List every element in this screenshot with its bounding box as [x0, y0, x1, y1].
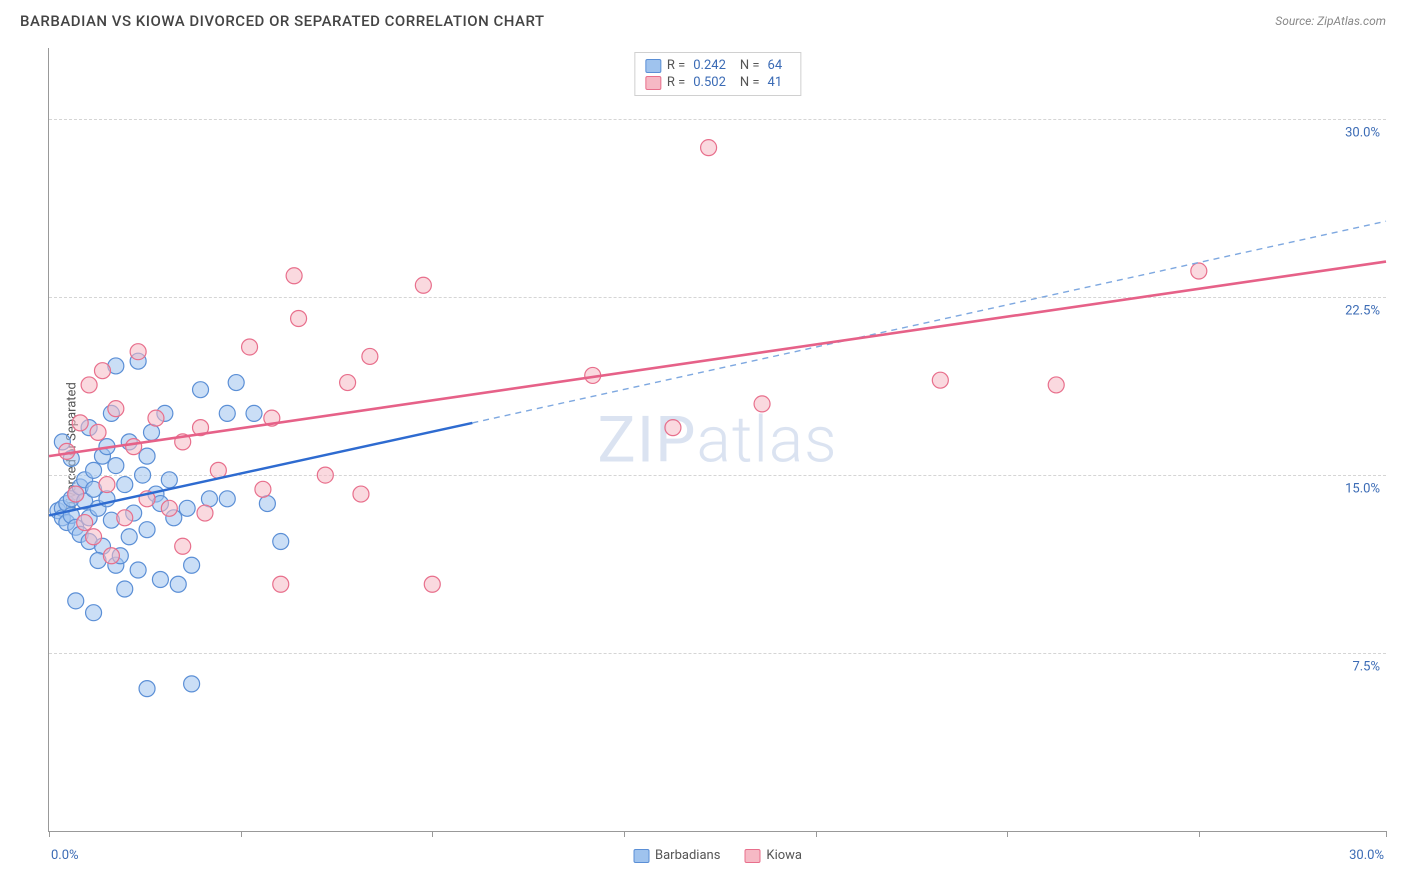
data-point [242, 339, 258, 355]
r-value: 0.502 [693, 75, 726, 90]
data-point [665, 420, 681, 436]
data-point [701, 140, 717, 156]
data-point [139, 448, 155, 464]
n-label: N = [740, 75, 760, 90]
data-point [86, 605, 102, 621]
data-point [175, 538, 191, 554]
r-value: 0.242 [693, 58, 726, 73]
x-tick [1386, 831, 1387, 837]
data-point [184, 557, 200, 573]
data-point [121, 529, 137, 545]
data-point [161, 500, 177, 516]
data-point [291, 310, 307, 326]
data-point [228, 375, 244, 391]
chart-header: BARBADIAN VS KIOWA DIVORCED OR SEPARATED… [0, 0, 1406, 38]
data-point [424, 576, 440, 592]
x-tick [432, 831, 433, 837]
data-point [139, 681, 155, 697]
data-point [219, 491, 235, 507]
data-point [193, 382, 209, 398]
data-point [130, 562, 146, 578]
data-point [86, 462, 102, 478]
legend-item-barbadians: Barbadians [633, 848, 720, 863]
data-point [130, 344, 146, 360]
data-point [201, 491, 217, 507]
data-point [932, 372, 948, 388]
x-tick [1199, 831, 1200, 837]
data-point [1191, 263, 1207, 279]
chart-plot-area: ZIPatlas 7.5%15.0%22.5%30.0% R = 0.242 N… [48, 48, 1386, 832]
data-point [161, 472, 177, 488]
r-label: R = [667, 75, 685, 90]
data-point [259, 496, 275, 512]
data-point [86, 529, 102, 545]
n-value: 64 [768, 58, 783, 73]
data-point [754, 396, 770, 412]
data-point [273, 576, 289, 592]
data-point [108, 401, 124, 417]
r-label: R = [667, 58, 685, 73]
scatter-plot-svg [49, 48, 1386, 831]
data-point [94, 363, 110, 379]
data-point [117, 581, 133, 597]
swatch-kiowa [645, 76, 661, 90]
n-label: N = [740, 58, 760, 73]
series-legend: Barbadians Kiowa [633, 848, 802, 863]
x-tick [816, 831, 817, 837]
data-point [340, 375, 356, 391]
data-point [1048, 377, 1064, 393]
data-point [135, 467, 151, 483]
x-axis-min-label: 0.0% [51, 848, 79, 863]
n-value: 41 [768, 75, 783, 90]
x-tick [1007, 831, 1008, 837]
data-point [362, 348, 378, 364]
data-point [117, 477, 133, 493]
data-point [170, 576, 186, 592]
x-tick [624, 831, 625, 837]
legend-label: Kiowa [766, 848, 802, 863]
legend-label: Barbadians [655, 848, 720, 863]
data-point [108, 458, 124, 474]
data-point [144, 424, 160, 440]
x-tick [49, 831, 50, 837]
data-point [353, 486, 369, 502]
data-point [126, 439, 142, 455]
data-point [59, 443, 75, 459]
data-point [77, 515, 93, 531]
data-point [103, 548, 119, 564]
data-point [90, 424, 106, 440]
chart-title: BARBADIAN VS KIOWA DIVORCED OR SEPARATED… [20, 12, 545, 30]
data-point [117, 510, 133, 526]
data-point [317, 467, 333, 483]
data-point [246, 405, 262, 421]
x-tick [241, 831, 242, 837]
swatch-barbadians [645, 59, 661, 73]
data-point [197, 505, 213, 521]
data-point [415, 277, 431, 293]
data-point [148, 410, 164, 426]
data-point [139, 522, 155, 538]
data-point [72, 415, 88, 431]
data-point [219, 405, 235, 421]
legend-item-kiowa: Kiowa [744, 848, 802, 863]
data-point [286, 268, 302, 284]
stats-legend-row-barbadians: R = 0.242 N = 64 [645, 57, 790, 74]
chart-source: Source: ZipAtlas.com [1275, 14, 1386, 28]
x-axis-max-label: 30.0% [1349, 848, 1384, 863]
data-point [81, 377, 97, 393]
data-point [99, 477, 115, 493]
data-point [273, 534, 289, 550]
swatch-barbadians [633, 849, 649, 863]
stats-legend-row-kiowa: R = 0.502 N = 41 [645, 74, 790, 91]
swatch-kiowa [744, 849, 760, 863]
data-point [184, 676, 200, 692]
data-point [179, 500, 195, 516]
data-point [68, 486, 84, 502]
data-point [68, 593, 84, 609]
stats-legend: R = 0.242 N = 64 R = 0.502 N = 41 [634, 52, 801, 96]
data-point [255, 481, 271, 497]
data-point [152, 571, 168, 587]
data-point [210, 462, 226, 478]
